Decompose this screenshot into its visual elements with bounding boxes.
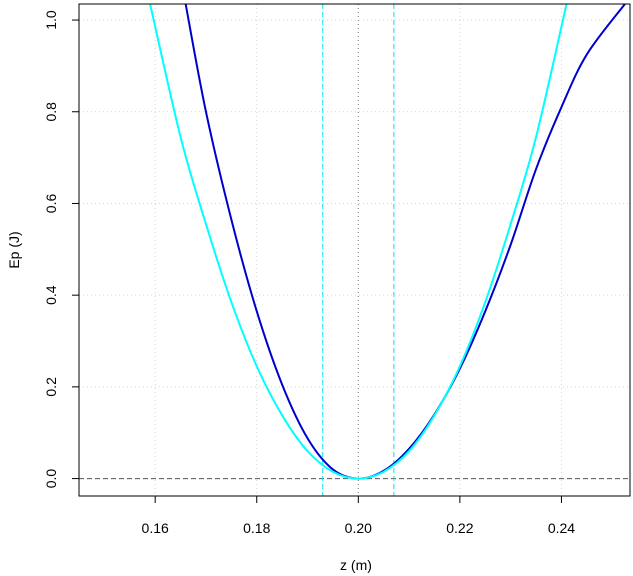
x-tick-label: 0.22 bbox=[446, 520, 473, 536]
x-tick-label: 0.20 bbox=[345, 520, 372, 536]
plot-frame bbox=[78, 3, 631, 497]
reference-lines bbox=[79, 4, 630, 496]
x-tick-label: 0.24 bbox=[548, 520, 575, 536]
x-tick-label: 0.16 bbox=[142, 520, 169, 536]
y-tick-label: 0.4 bbox=[43, 285, 59, 305]
series-line-1 bbox=[184, 4, 626, 480]
grid-layer bbox=[79, 4, 630, 496]
series-layer bbox=[149, 4, 626, 480]
x-axis: 0.16 0.18 0.20 0.22 0.24 bbox=[142, 496, 575, 536]
y-tick-label: 0.2 bbox=[43, 377, 59, 397]
y-axis-title: Ep (J) bbox=[6, 231, 22, 268]
x-tick-label: 0.18 bbox=[243, 520, 270, 536]
series-line-2 bbox=[149, 4, 568, 480]
y-axis: 0.0 0.2 0.4 0.6 0.8 1.0 bbox=[43, 10, 79, 488]
y-tick-label: 0.8 bbox=[43, 102, 59, 122]
x-axis-title: z (m) bbox=[340, 557, 372, 573]
y-tick-label: 1.0 bbox=[43, 10, 59, 30]
y-tick-label: 0.0 bbox=[43, 469, 59, 489]
y-tick-label: 0.6 bbox=[43, 194, 59, 214]
